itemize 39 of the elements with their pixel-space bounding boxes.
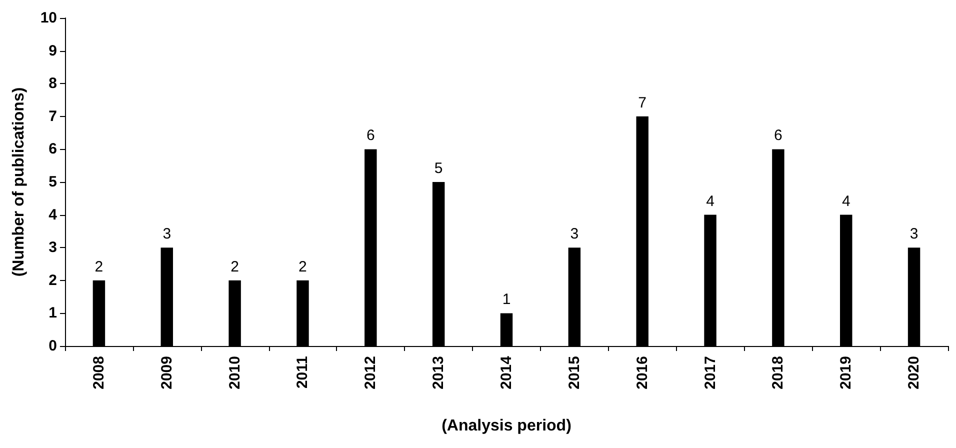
data-label: 3 (910, 226, 918, 243)
y-tick-label: 0 (48, 338, 57, 354)
x-tick-label: 2017 (702, 356, 719, 390)
x-tick-label: 2013 (430, 356, 448, 390)
y-tick-label: 3 (48, 239, 57, 256)
y-tick-label: 6 (48, 140, 57, 158)
y-tick-label: 1 (48, 304, 57, 322)
x-tick-label: 2008 (90, 356, 108, 390)
data-label: 6 (366, 127, 375, 144)
y-axis-title: (Number of publications) (10, 87, 28, 277)
x-tick-label: 2011 (294, 356, 312, 389)
y-tick-label: 7 (48, 108, 57, 125)
y-tick-label: 2 (48, 272, 57, 289)
y-tick-label: 8 (48, 75, 57, 92)
data-label: 3 (570, 226, 579, 243)
x-tick-label: 2019 (838, 356, 855, 390)
x-tick-label: 2009 (158, 356, 176, 390)
x-tick-label: 2014 (498, 355, 515, 390)
data-label: 4 (842, 192, 850, 210)
x-tick-label: 2012 (362, 356, 380, 390)
x-tick-label: 2020 (906, 356, 923, 390)
x-tick-label: 2010 (226, 356, 244, 390)
data-label: 7 (638, 94, 647, 112)
x-tick-label: 2015 (566, 356, 583, 390)
x-tick-label: 2016 (634, 356, 651, 390)
data-label: 6 (774, 127, 782, 144)
x-axis-title: (Analysis period) (442, 418, 572, 434)
data-label: 2 (230, 258, 239, 276)
data-label: 3 (162, 226, 172, 243)
data-label: 5 (434, 160, 443, 177)
y-tick-label: 5 (48, 174, 57, 190)
data-label: 4 (706, 192, 714, 210)
y-tick-label: 4 (48, 206, 58, 224)
data-label: 2 (298, 258, 307, 276)
y-tick-label: 10 (40, 10, 57, 26)
data-label: 1 (502, 291, 511, 308)
x-tick-label: 2018 (770, 356, 787, 390)
data-label: 2 (94, 258, 104, 276)
y-tick-label: 9 (48, 42, 57, 60)
